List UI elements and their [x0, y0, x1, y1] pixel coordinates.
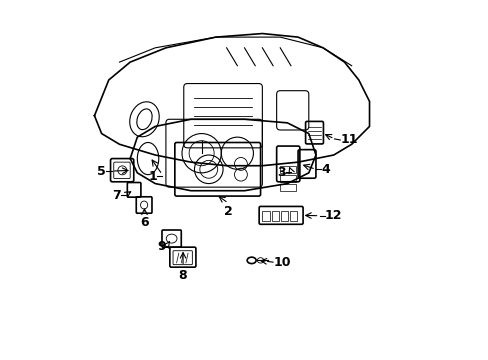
- Text: 11: 11: [340, 134, 357, 147]
- Text: 6: 6: [140, 216, 148, 229]
- Bar: [280, 166, 295, 173]
- Bar: [281, 211, 287, 221]
- Bar: [271, 211, 278, 221]
- Text: 1: 1: [148, 170, 157, 183]
- Text: 9: 9: [157, 240, 165, 253]
- Bar: [280, 184, 295, 191]
- Bar: [262, 211, 269, 221]
- Text: 7: 7: [112, 189, 121, 202]
- Text: 5: 5: [97, 165, 106, 177]
- Text: 10: 10: [272, 256, 290, 269]
- Text: 8: 8: [179, 269, 187, 282]
- Bar: [290, 211, 297, 221]
- Bar: [280, 175, 295, 182]
- Text: 12: 12: [324, 209, 342, 222]
- Text: 3: 3: [277, 166, 285, 179]
- Text: 4: 4: [321, 163, 329, 176]
- Text: 2: 2: [224, 205, 232, 218]
